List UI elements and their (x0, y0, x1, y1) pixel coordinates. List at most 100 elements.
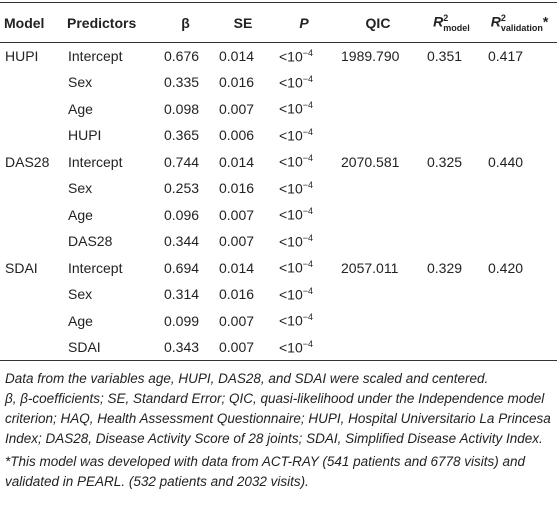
cell-text: −4 (302, 285, 314, 296)
table-row: Sex 0.314 0.016 <10−4 (0, 281, 557, 308)
value-cell (482, 202, 557, 229)
header-cell: SE (233, 14, 253, 31)
model-cell (0, 69, 63, 96)
model-cell (0, 308, 63, 335)
model-cell: SDAI (5, 259, 38, 276)
header-cell: R 2 validation * (482, 3, 557, 43)
value-cell (335, 228, 421, 255)
cell-text: <10 (279, 286, 303, 303)
cell-text: −4 (302, 259, 314, 270)
value-cell (421, 228, 482, 255)
value-cell (335, 281, 421, 308)
value-cell (335, 96, 421, 123)
table-row: Age 0.096 0.007 <10−4 (0, 202, 557, 229)
value-cell: <10−4 (273, 122, 335, 149)
value-cell: 0.014 (219, 153, 255, 170)
model-cell (0, 96, 63, 123)
value-cell (335, 122, 421, 149)
model-cell (0, 122, 63, 149)
value-cell: <10−4 (273, 69, 335, 96)
value-cell: 0.099 (164, 312, 200, 329)
value-cell (482, 96, 557, 123)
table-body: HUPI Intercept 0.676 0.014 <10−4 1989.790 0.35… (0, 43, 557, 361)
value-cell: <10−4 (273, 175, 335, 202)
value-cell (421, 69, 482, 96)
header-cell: P (273, 3, 335, 43)
note: *This model was developed with data from… (5, 454, 526, 489)
cell-text: −4 (302, 179, 314, 190)
cell-text: * (542, 13, 549, 30)
table-row: Sex 0.253 0.016 <10−4 (0, 175, 557, 202)
value-cell: 0.440 (488, 153, 524, 170)
model-cell (0, 334, 63, 361)
value-cell (421, 308, 482, 335)
value-cell: <10−4 (273, 228, 335, 255)
value-cell: 0.007 (219, 312, 255, 329)
model-cell (0, 175, 63, 202)
value-cell: <10−4 (273, 334, 335, 361)
value-cell (421, 334, 482, 361)
value-cell (482, 122, 557, 149)
cell-text: −4 (302, 47, 314, 58)
value-cell (482, 228, 557, 255)
cell-text: −4 (302, 153, 314, 164)
value-cell: 0.351 (427, 48, 463, 64)
cell-text: <10 (279, 154, 303, 171)
value-cell: 0.335 (164, 74, 200, 91)
header-cell: Predictors (67, 14, 137, 31)
cell-text: <10 (279, 313, 303, 330)
cell-text: P (299, 14, 309, 31)
cell-text: R (490, 13, 501, 30)
value-cell: 0.325 (427, 153, 463, 170)
value-cell: 1989.790 (341, 48, 400, 64)
header-row: Model Predictors β SE P QIC R 2 model R 2 validatio… (0, 2, 557, 43)
cell-text: <10 (279, 48, 303, 65)
cell-text: <10 (279, 260, 303, 277)
value-cell: 0.253 (164, 180, 200, 197)
value-cell (482, 175, 557, 202)
value-cell: 2057.011 (341, 259, 399, 276)
value-cell: 0.314 (164, 286, 200, 303)
value-cell (482, 334, 557, 361)
note: β, β-coefficients; SE, Standard Error; Q… (5, 391, 551, 446)
value-cell: 0.016 (219, 74, 255, 91)
table-row: Age 0.098 0.007 <10−4 (0, 96, 557, 123)
value-cell: 0.016 (219, 286, 255, 303)
table-row: Sex 0.335 0.016 <10−4 (0, 69, 557, 96)
value-cell: 0.676 (164, 48, 200, 64)
value-cell (421, 202, 482, 229)
value-cell (335, 334, 421, 361)
table-row: DAS28 Intercept 0.744 0.014 <10−4 2070.581 0.3… (0, 149, 557, 176)
cell-text: −4 (302, 126, 314, 137)
value-cell: 0.417 (488, 48, 524, 64)
predictor-cell: Age (68, 312, 93, 329)
value-cell (335, 202, 421, 229)
predictor-cell: Sex (68, 74, 93, 91)
value-cell: 0.098 (164, 100, 200, 117)
value-cell (421, 281, 482, 308)
value-cell: 0.007 (219, 100, 255, 117)
value-cell: <10−4 (273, 255, 335, 282)
table-header: Model Predictors β SE P QIC R 2 model R 2 validatio… (0, 2, 557, 43)
note: Data from the variables age, HUPI, DAS28… (5, 371, 489, 386)
cell-text: −4 (302, 312, 314, 323)
model-cell (0, 281, 63, 308)
value-cell (335, 69, 421, 96)
value-cell: 0.014 (219, 259, 255, 276)
value-cell: <10−4 (273, 308, 335, 335)
cell-text: 2 (500, 12, 506, 23)
value-cell: 0.344 (164, 233, 200, 250)
value-cell: 0.007 (219, 206, 255, 223)
model-cell (0, 228, 63, 255)
model-cell (0, 202, 63, 229)
cell-text: 2 (443, 12, 449, 23)
cell-text: −4 (302, 338, 314, 349)
value-cell: 0.007 (219, 339, 255, 355)
table-row: SDAI 0.343 0.007 <10−4 (0, 334, 557, 361)
value-cell: <10−4 (273, 202, 335, 229)
predictor-cell: Intercept (68, 48, 123, 64)
predictor-cell: Sex (68, 286, 93, 303)
predictor-cell: Intercept (68, 153, 123, 170)
value-cell: <10−4 (273, 96, 335, 123)
